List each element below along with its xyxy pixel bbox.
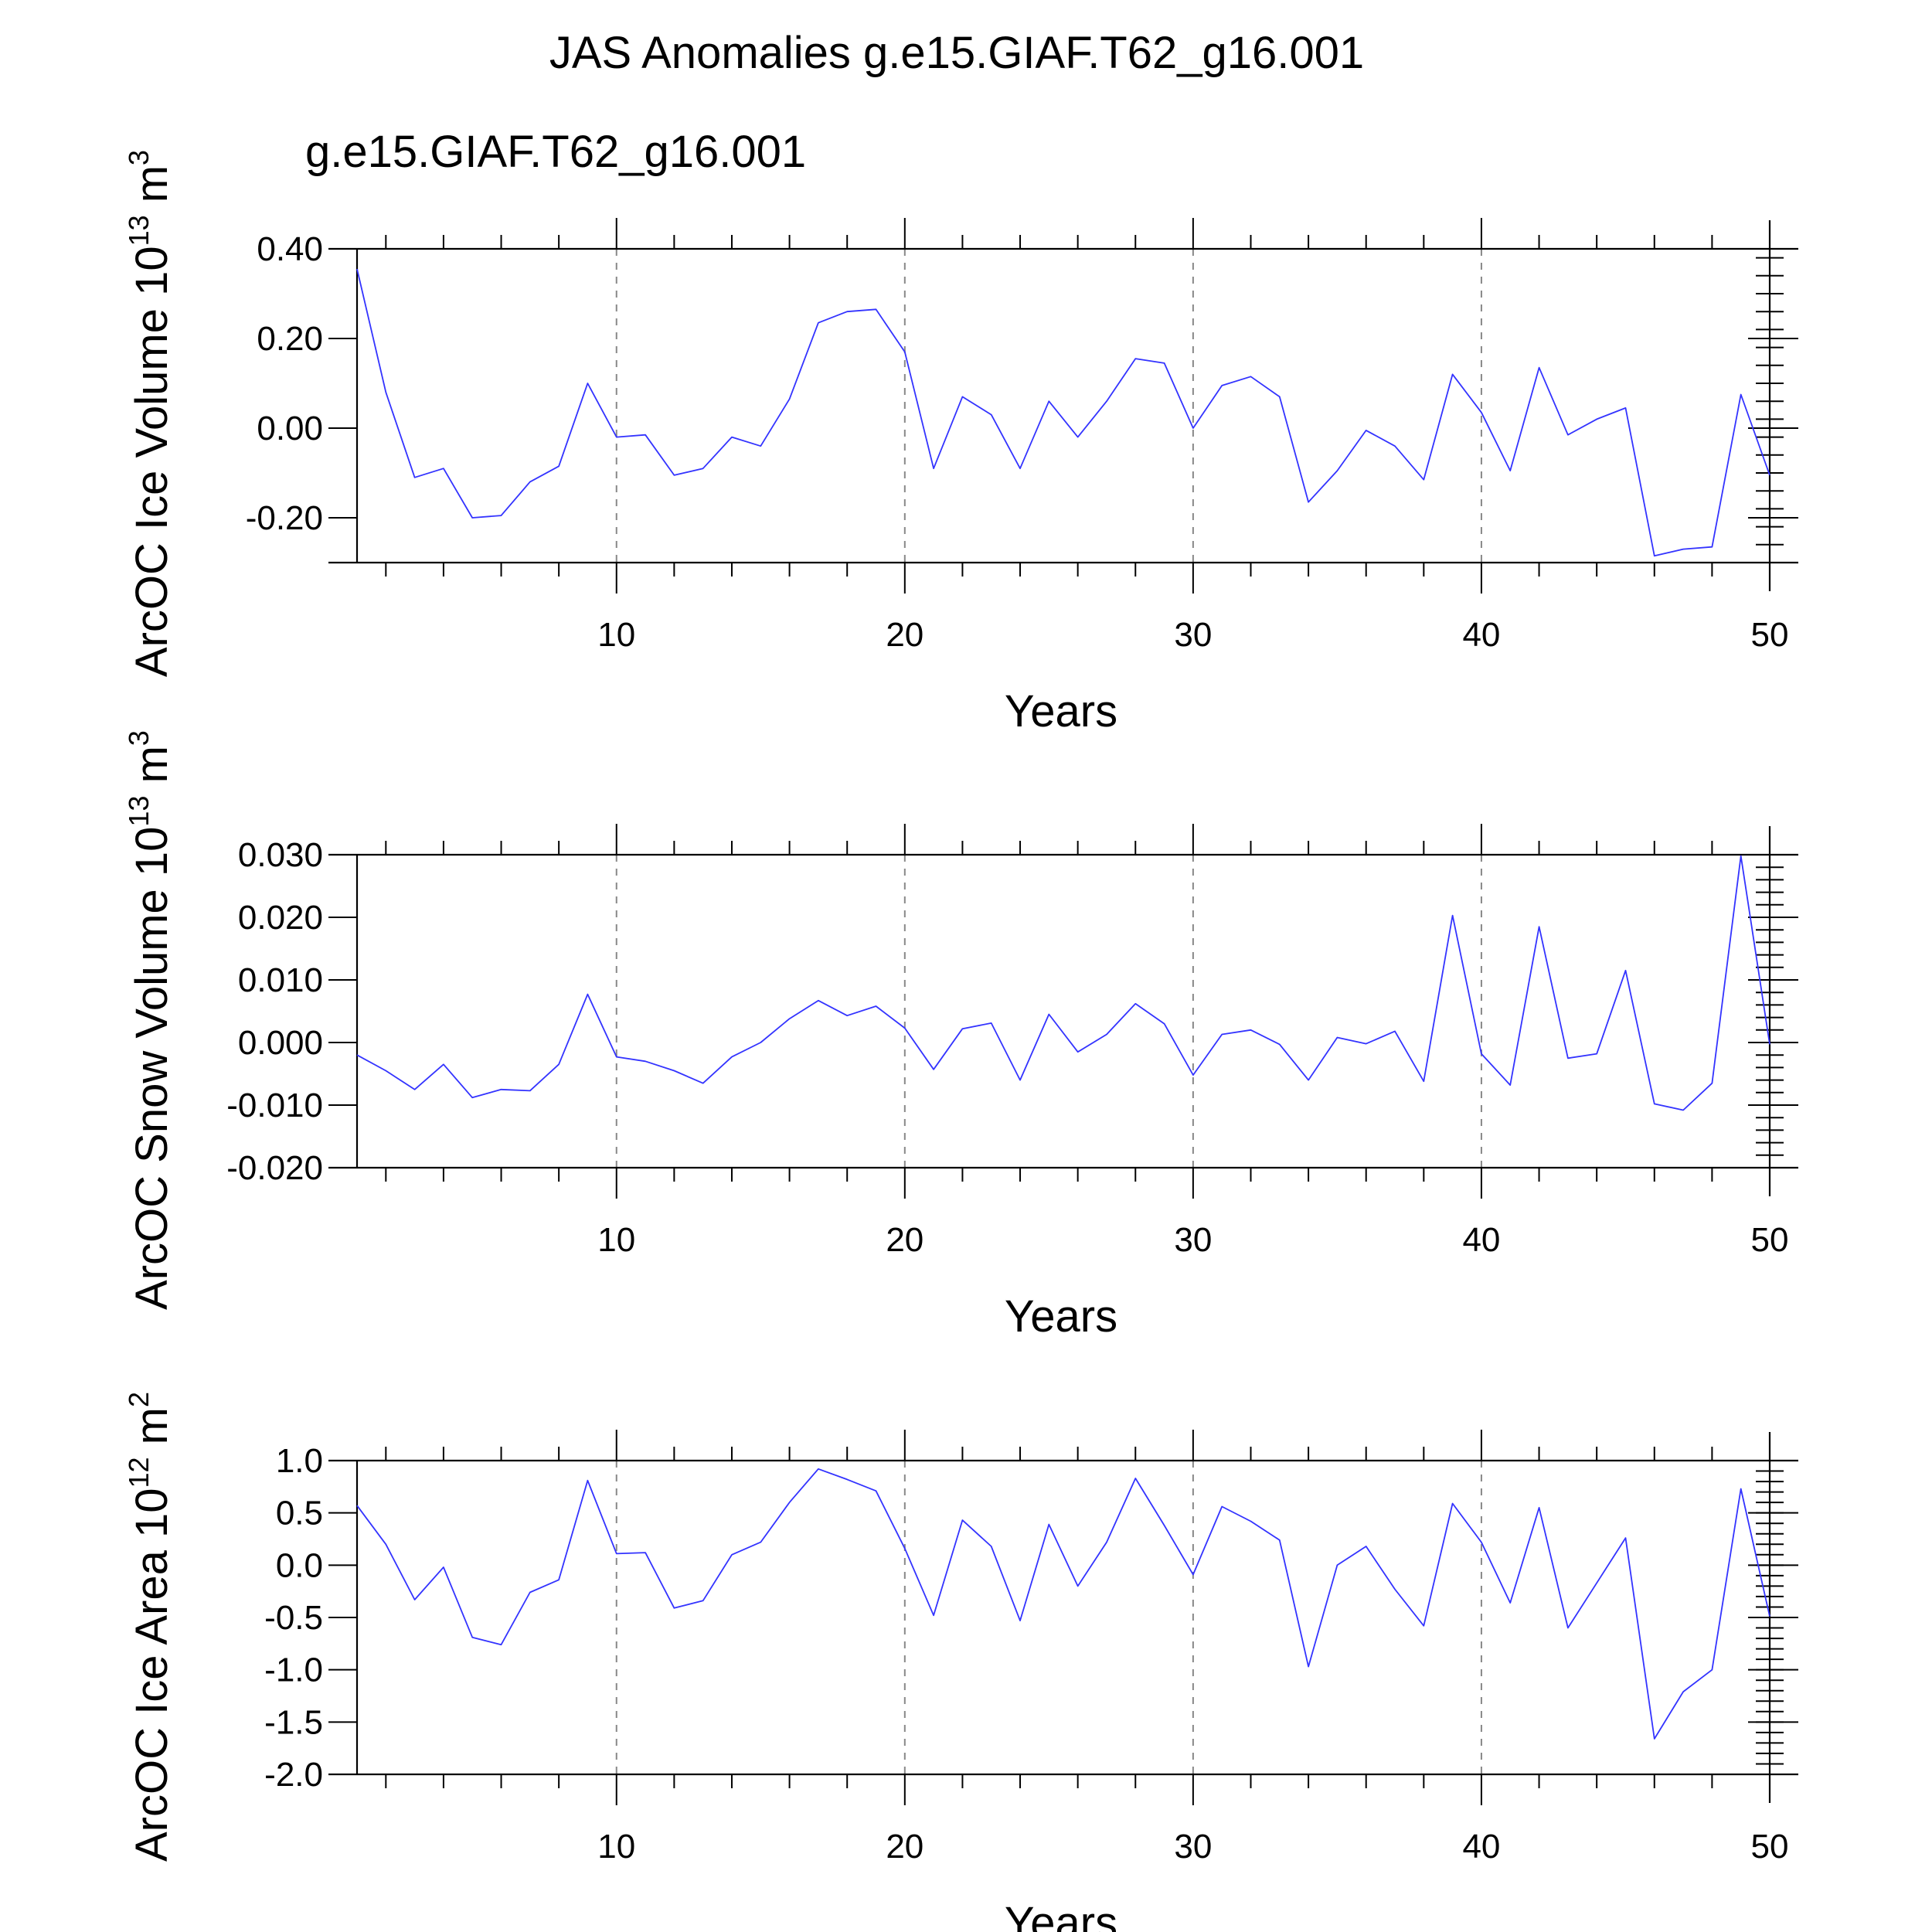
x-tick-label: 10 [597, 1221, 635, 1259]
x-tick-label: 10 [597, 1828, 635, 1866]
chart-panel-3: -2.0 -1.5 -1.0 -0.5 0.0 0.5 1.0 10 20 30 40 50 Years… [123, 1392, 1798, 1932]
y-axis-title-superscript: 2 [123, 1392, 155, 1407]
y-axis-title: ArcOC Ice Volume 1013 m3 [123, 150, 177, 677]
x-axis-title: Years [1005, 1898, 1117, 1932]
y-axis-title-text: m [127, 165, 177, 215]
y-tick-label: 0.020 [238, 899, 323, 937]
series-line [356, 855, 1770, 1111]
x-tick-label: 10 [597, 616, 635, 654]
y-axis-title-superscript: 13 [123, 796, 155, 827]
y-axis-title-text: ArcOC Snow Volume 10 [127, 827, 177, 1310]
y-tick-label: 0.00 [257, 410, 323, 447]
y-axis-title-text: m [127, 1407, 177, 1457]
y-axis-title-superscript: 12 [123, 1457, 155, 1488]
y-axis-title-superscript: 3 [123, 730, 155, 746]
y-tick-label: -0.020 [226, 1149, 323, 1187]
chart-panel-2: -0.020 -0.010 0.000 0.010 0.020 0.030 10 20 30 40… [123, 730, 1798, 1342]
y-tick-label: 0.20 [257, 320, 323, 358]
y-tick-label: -2.0 [264, 1756, 323, 1794]
y-tick-label: -0.5 [264, 1599, 323, 1637]
y-axis-title: ArcOC Snow Volume 1013 m3 [123, 730, 177, 1310]
x-tick-label: 50 [1751, 1221, 1789, 1259]
x-tick-label: 30 [1174, 1828, 1212, 1866]
y-tick-label: 1.0 [276, 1442, 323, 1480]
y-axis-title-superscript: 13 [123, 215, 155, 246]
y-tick-label: 0.010 [238, 961, 323, 999]
y-tick-label: -0.20 [246, 499, 323, 537]
x-tick-label: 30 [1174, 1221, 1212, 1259]
y-tick-label: 0.000 [238, 1024, 323, 1062]
x-tick-label: 40 [1462, 1221, 1500, 1259]
y-axis-title: ArcOC Ice Area 1012 m2 [123, 1392, 177, 1862]
y-tick-label: -1.5 [264, 1703, 323, 1741]
figure-title: JAS Anomalies g.e15.GIAF.T62_g16.001 [549, 28, 1364, 78]
y-axis-title-superscript: 3 [123, 150, 155, 165]
x-tick-label: 50 [1751, 616, 1789, 654]
figure-subtitle: g.e15.GIAF.T62_g16.001 [305, 127, 806, 177]
y-axis-title-text: ArcOC Ice Area 10 [127, 1488, 177, 1862]
x-tick-label: 50 [1751, 1828, 1789, 1866]
y-axis-title-text: m [127, 746, 177, 795]
y-tick-label: 0.5 [276, 1495, 323, 1532]
x-tick-label: 20 [886, 1221, 923, 1259]
x-tick-label: 40 [1462, 616, 1500, 654]
y-tick-label: -0.010 [226, 1087, 323, 1124]
x-tick-label: 30 [1174, 616, 1212, 654]
x-axis-title: Years [1005, 1291, 1117, 1342]
x-tick-label: 20 [886, 616, 923, 654]
series-line [356, 268, 1770, 557]
x-tick-label: 20 [886, 1828, 923, 1866]
series-line [356, 1468, 1770, 1740]
chart-panels: -0.20 0.00 0.20 0.40 10 20 30 40 50 Years ArcOC Ic… [123, 150, 1798, 1932]
y-tick-label: 0.40 [257, 230, 323, 268]
y-tick-label: 0.0 [276, 1546, 323, 1584]
x-axis-title: Years [1005, 686, 1117, 736]
y-tick-label: 0.030 [238, 836, 323, 874]
x-tick-label: 40 [1462, 1828, 1500, 1866]
chart-panel-1: -0.20 0.00 0.20 0.40 10 20 30 40 50 Years ArcOC Ic… [123, 150, 1798, 736]
y-axis-title-text: ArcOC Ice Volume 10 [127, 246, 177, 677]
y-tick-label: -1.0 [264, 1651, 323, 1689]
